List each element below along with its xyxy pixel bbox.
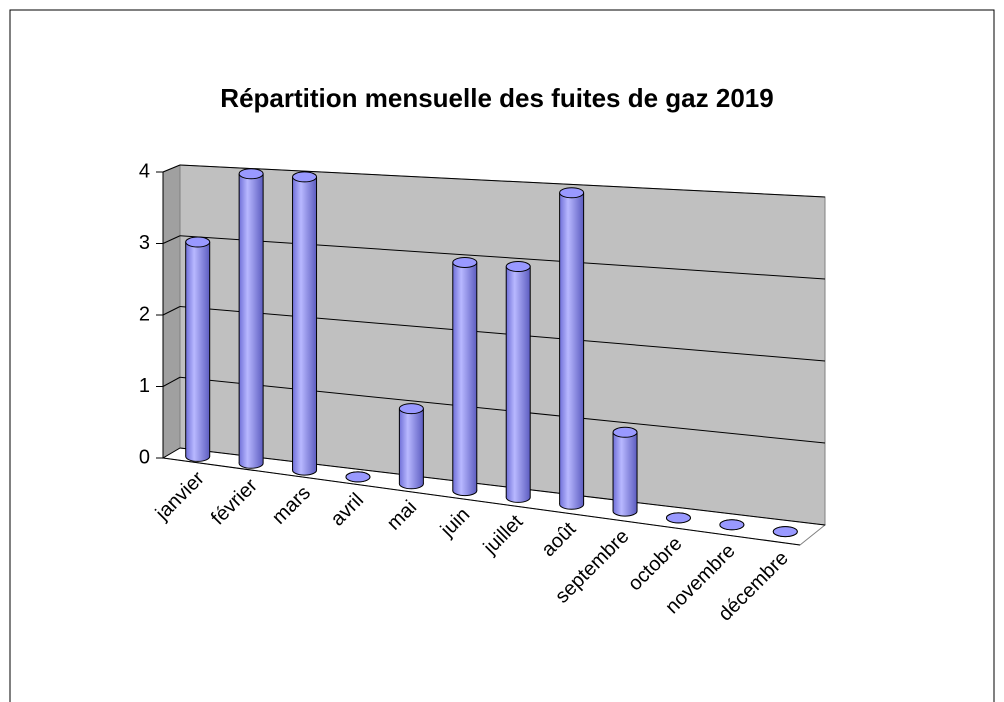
bar — [292, 171, 318, 476]
bar — [505, 261, 531, 503]
x-tick-label: mai — [383, 496, 421, 534]
grid-line — [162, 306, 181, 316]
x-tick-label: juillet — [479, 511, 528, 560]
x-tick-label: janvier — [151, 467, 209, 525]
grid-line — [179, 447, 826, 526]
y-tick-label: 1 — [139, 375, 150, 397]
bar — [772, 526, 798, 538]
y-tick-label: 0 — [139, 446, 150, 468]
x-tick-label: juin — [436, 504, 474, 542]
grid-line — [179, 306, 826, 362]
x-tick-label: février — [207, 474, 262, 529]
grid-line — [162, 164, 181, 173]
frame — [9, 9, 995, 702]
y-tick-label: 3 — [139, 232, 150, 254]
grid-line — [162, 376, 181, 387]
bar — [665, 512, 691, 524]
y-tick-label: 2 — [139, 303, 150, 325]
bar — [345, 471, 371, 483]
bar — [398, 403, 424, 490]
x-axis — [162, 457, 801, 546]
grid-line — [179, 164, 826, 198]
bar — [612, 426, 638, 517]
bar — [559, 187, 585, 510]
bar — [238, 168, 264, 469]
bar — [185, 236, 211, 462]
grid-line — [179, 376, 826, 444]
x-tick-label: avril — [327, 489, 368, 530]
grid-line — [162, 447, 181, 459]
chart-title: Répartition mensuelle des fuites de gaz … — [220, 83, 773, 113]
y-tick-label: 4 — [139, 160, 150, 182]
side-wall — [162, 164, 181, 459]
bar — [719, 519, 745, 531]
grid-line — [162, 235, 181, 244]
x-tick-label: mars — [268, 482, 315, 529]
bar — [452, 256, 478, 497]
x-tick-label: août — [537, 518, 580, 561]
grid-line — [179, 235, 826, 280]
